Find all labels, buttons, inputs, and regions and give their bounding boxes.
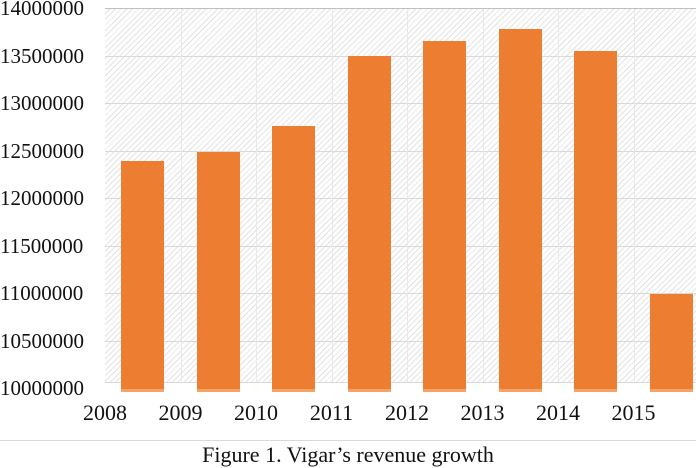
gridline-horizontal (105, 293, 696, 294)
y-axis-tick-label: 12000000 (0, 186, 84, 210)
bar-2012 (423, 41, 466, 392)
gridline-vertical (407, 9, 408, 382)
gridline-horizontal (105, 55, 696, 57)
x-axis-tick-label: 2008 (83, 400, 127, 425)
bar-2013 (498, 28, 542, 392)
gridline-vertical (256, 9, 257, 382)
x-axis-tick-label: 2012 (385, 400, 429, 425)
figure-caption: Figure 1. Vigar’s revenue growth (202, 442, 494, 467)
caption-divider (0, 440, 696, 441)
y-axis-tick-label: 14000000 (0, 0, 84, 20)
gridline-vertical (558, 9, 559, 382)
y-axis-tick-label: 11000000 (0, 281, 84, 305)
gridline-horizontal (105, 103, 696, 104)
bar-2010 (272, 125, 315, 392)
bar-2014 (574, 50, 617, 392)
plot-area (105, 8, 696, 392)
bar-2008 (121, 161, 164, 392)
gridline-horizontal (105, 245, 696, 247)
y-axis-tick-label: 11500000 (0, 233, 84, 258)
x-axis-tick-label: 2015 (611, 400, 656, 425)
gridline-vertical (331, 9, 333, 382)
gridline-vertical (180, 9, 182, 382)
gridline-horizontal (105, 198, 696, 199)
bar-2015 (649, 294, 693, 392)
gridline-horizontal (105, 340, 696, 342)
y-axis-tick-label: 10500000 (0, 328, 84, 353)
gridline-horizontal (105, 150, 696, 152)
x-axis-tick-label: 2009 (158, 400, 203, 425)
x-axis-tick-label: 2013 (460, 400, 505, 425)
x-axis-tick-label: 2011 (309, 400, 354, 425)
gridline-vertical (633, 9, 635, 382)
y-axis-tick-label: 10000000 (0, 376, 84, 400)
bar-2011 (347, 55, 391, 392)
y-axis-tick-label: 13500000 (0, 43, 84, 68)
gridline-vertical (482, 9, 484, 382)
x-axis-tick-label: 2014 (536, 400, 580, 425)
bar-2009 (196, 151, 240, 392)
y-axis-tick-label: 12500000 (0, 138, 84, 163)
y-axis-tick-label: 13000000 (0, 91, 84, 115)
x-axis-tick-label: 2010 (234, 400, 278, 425)
